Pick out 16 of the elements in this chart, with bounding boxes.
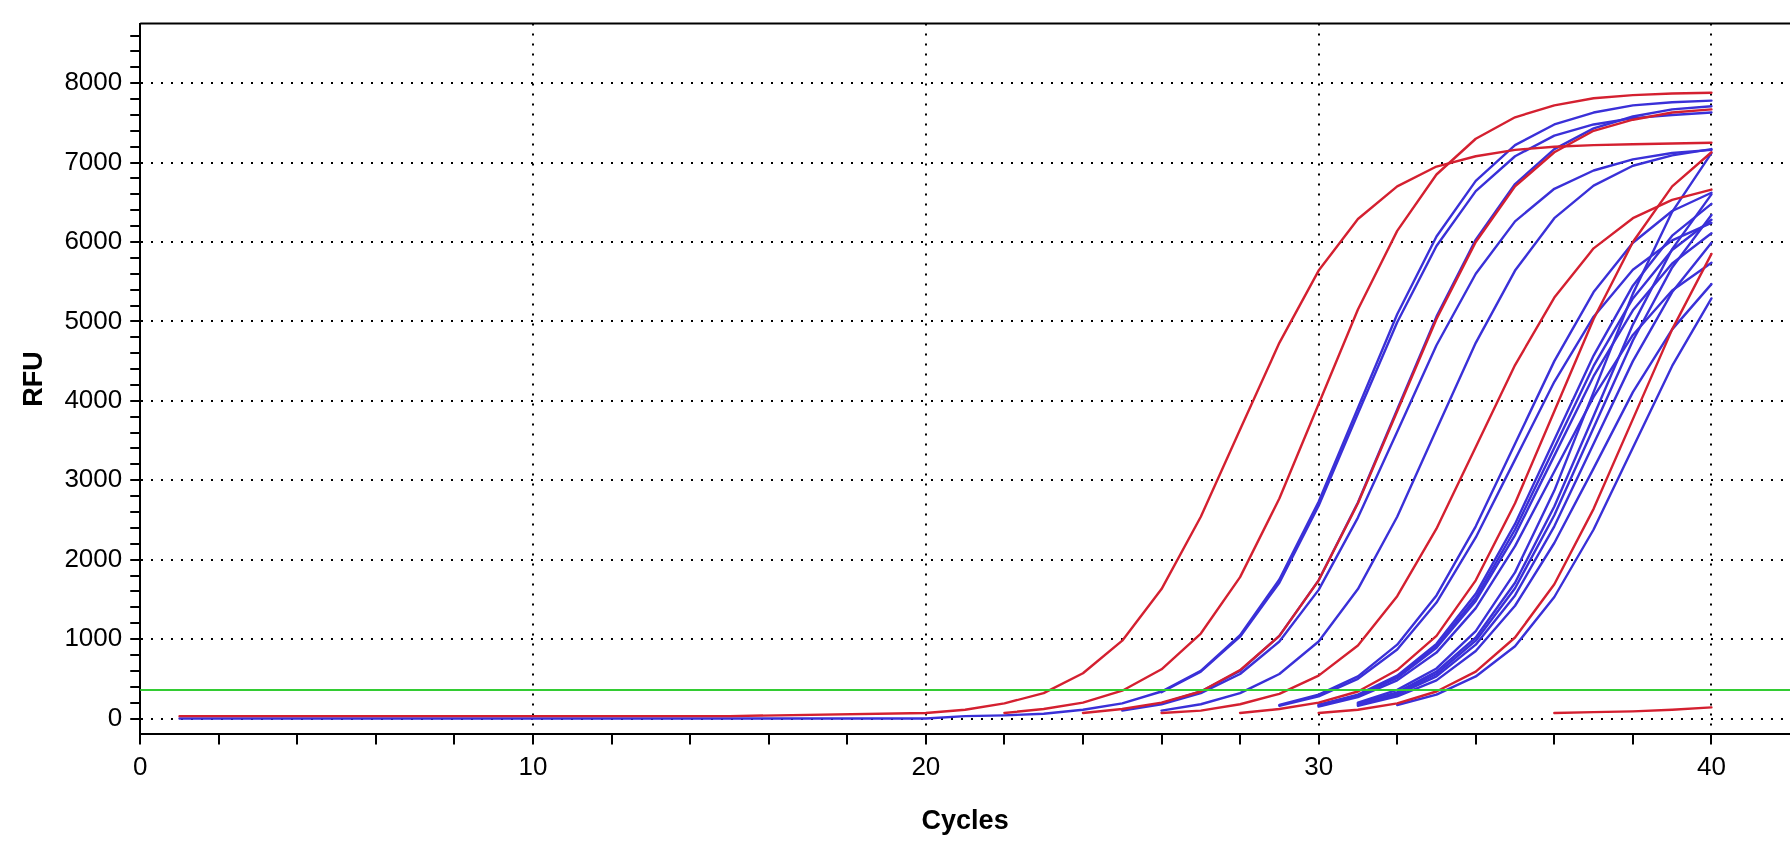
x-tick-label: 10 bbox=[518, 751, 548, 782]
y-tick-label: 0 bbox=[107, 701, 123, 732]
y-tick-label: 3000 bbox=[64, 463, 123, 494]
y-tick-label: 5000 bbox=[64, 304, 123, 335]
x-tick-label: 20 bbox=[911, 751, 941, 782]
y-tick-label: 4000 bbox=[64, 384, 123, 415]
x-tick-label: 30 bbox=[1304, 751, 1334, 782]
y-tick-label: 6000 bbox=[64, 225, 123, 256]
x-tick-label: 0 bbox=[133, 751, 148, 782]
y-tick-label: 2000 bbox=[64, 542, 123, 573]
y-tick-label: 1000 bbox=[64, 622, 123, 653]
y-axis-title: RFU bbox=[17, 351, 48, 407]
y-tick-label: 7000 bbox=[64, 145, 123, 176]
x-axis-title: Cycles bbox=[921, 805, 1009, 836]
x-tick-label: 40 bbox=[1696, 751, 1726, 782]
y-tick-label: 8000 bbox=[64, 66, 123, 97]
